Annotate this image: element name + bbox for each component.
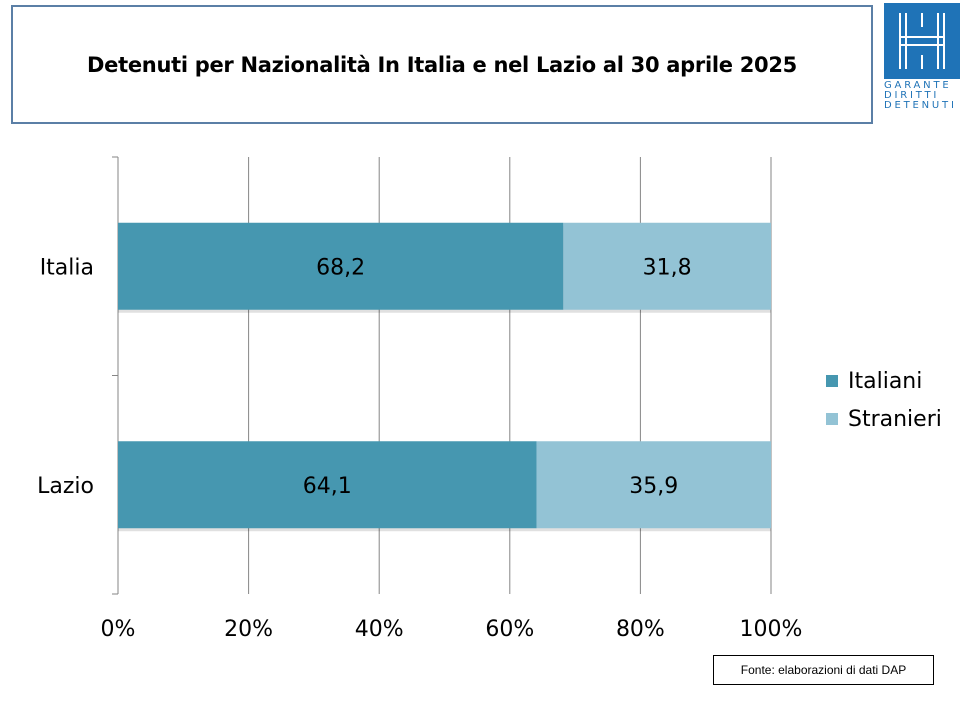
x-tick-label-40: 40% (355, 617, 404, 642)
bar-italiani-lazio (118, 441, 537, 529)
legend-label-italiani: Italiani (848, 368, 923, 394)
bar-italiani-italia (118, 222, 564, 310)
bar-stranieri-lazio (536, 441, 771, 529)
x-tick-label-0: 0% (101, 617, 136, 642)
garante-logo-icon (884, 3, 960, 79)
garante-logo: GARANTE DIRITTI DETENUTI (884, 3, 960, 111)
category-label-lazio: Lazio (37, 474, 94, 499)
data-label-italiani-italia: 68,2 (316, 255, 365, 280)
category-label-italia: Italia (40, 255, 94, 280)
logo-text-line-3: DETENUTI (884, 100, 957, 111)
x-tick-label-20: 20% (224, 617, 273, 642)
chart-title: Detenuti per Nazionalità In Italia e nel… (87, 52, 797, 77)
x-tick-label-60: 60% (485, 617, 534, 642)
source-note: Fonte: elaborazioni di dati DAP (740, 663, 907, 677)
data-label-italiani-lazio: 64,1 (303, 474, 352, 499)
legend-item-italiani: Italiani (826, 362, 942, 400)
x-tick-label-100: 100% (740, 617, 803, 642)
legend-label-stranieri: Stranieri (848, 406, 942, 432)
source-box: Fonte: elaborazioni di dati DAP (713, 655, 934, 685)
logo-text-line-1: GARANTE (884, 80, 952, 91)
legend: Italiani Stranieri (826, 362, 942, 438)
x-tick-label-80: 80% (616, 617, 665, 642)
legend-swatch-stranieri (826, 413, 838, 425)
title-box: Detenuti per Nazionalità In Italia e nel… (11, 5, 873, 124)
legend-swatch-italiani (826, 375, 838, 387)
data-label-stranieri-italia: 31,8 (643, 255, 692, 280)
bar-stranieri-italia (563, 222, 771, 310)
legend-item-stranieri: Stranieri (826, 400, 942, 438)
data-label-stranieri-lazio: 35,9 (629, 474, 678, 499)
logo-text-line-2: DIRITTI (884, 90, 940, 101)
